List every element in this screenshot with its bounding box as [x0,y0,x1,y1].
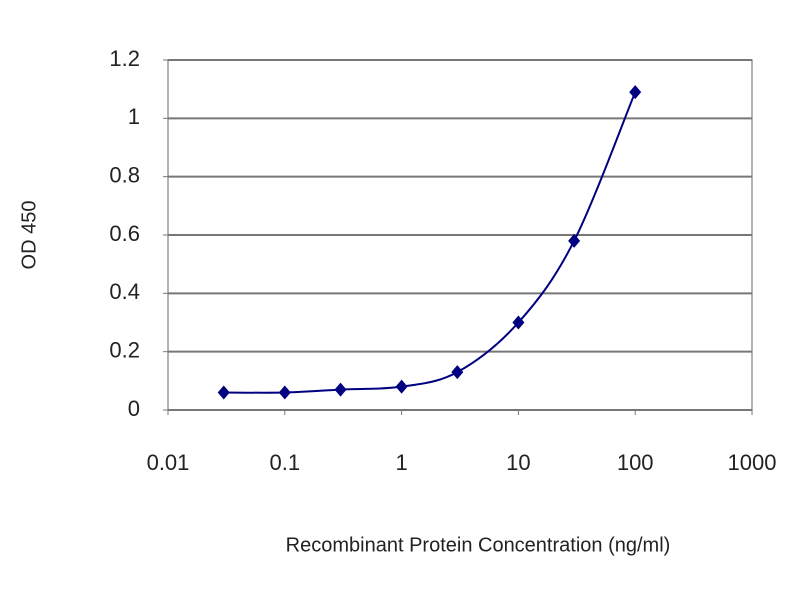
data-point [512,315,525,330]
y-tick-label: 0.6 [109,221,140,246]
data-point [395,379,408,394]
x-tick-label: 10 [506,450,530,475]
y-tick-label: 1 [128,104,140,129]
data-point [278,385,291,400]
x-tick-label: 0.01 [147,450,190,475]
x-axis-title: Recombinant Protein Concentration (ng/ml… [286,534,671,556]
x-tick-label: 100 [617,450,654,475]
y-tick-label: 1.2 [109,46,140,71]
y-tick-label: 0 [128,396,140,421]
x-tick-label: 0.1 [270,450,301,475]
y-tick-label: 0.8 [109,162,140,187]
x-tick-label: 1 [395,450,407,475]
x-tick-label: 1000 [728,450,777,475]
data-point [217,385,230,400]
data-point [334,382,347,397]
data-point [451,365,464,380]
y-tick-label: 0.2 [109,337,140,362]
y-tick-label: 0.4 [109,279,140,304]
y-axis-title: OD 450 [18,201,40,270]
data-point [629,85,642,100]
data-point [568,233,581,248]
